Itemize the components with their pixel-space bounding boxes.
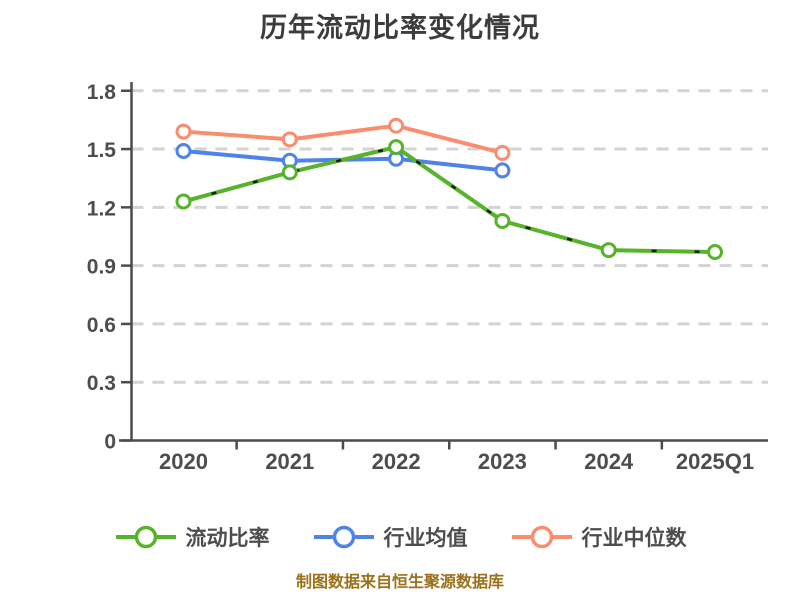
data-point-marker-current-ratio [281,164,298,181]
chart-title: 历年流动比率变化情况 [260,13,540,43]
y-tick-label: 0 [104,431,116,454]
x-tick-label: 2025Q1 [676,449,754,474]
y-tick-label: 0.3 [87,372,116,395]
data-point-marker-current-ratio [600,242,617,259]
legend-marker-icon [511,525,572,549]
data-source-footer: 制图数据来自恒生聚源数据库 [295,574,504,591]
x-tick-label: 2021 [265,449,314,474]
data-point-marker-current-ratio [175,193,192,210]
data-point-marker-industry-mean [175,142,192,159]
legend-marker-icon [313,525,374,549]
plot-area: 0 0.3 0.6 0.9 1.2 1.5 1.8 2020 2021 2022 2023 2024 2… [87,81,768,474]
data-point-marker-current-ratio [388,139,405,156]
y-tick-label: 1.2 [87,197,116,220]
legend-marker-icon [115,525,176,549]
x-tick-label: 2020 [159,449,208,474]
y-tick-label: 0.9 [87,256,116,279]
data-point-marker-industry-median [281,131,298,148]
legend-item-current-ratio[interactable]: 流动比率 [114,522,270,552]
data-point-marker-industry-median [494,144,511,161]
y-tick-label: 1.8 [87,81,117,104]
legend: 流动比率 行业均值 行业中位数 [0,514,800,560]
legend-item-industry-mean[interactable]: 行业均值 [312,522,468,552]
x-tick-label: 2022 [372,449,421,474]
data-point-marker-industry-mean [494,162,511,179]
legend-item-industry-median[interactable]: 行业中位数 [510,522,687,552]
legend-label: 行业均值 [383,527,468,550]
data-point-marker-current-ratio [494,212,511,229]
data-point-marker-industry-median [175,123,192,140]
y-tick-label: 0.6 [87,314,116,337]
y-tick-label: 1.5 [87,139,117,162]
legend-label: 流动比率 [185,527,270,550]
series-line-industry-median [181,123,505,155]
legend-label: 行业中位数 [581,527,687,550]
x-tick-label: 2023 [478,449,527,474]
series-line-current-ratio [181,145,717,255]
data-point-marker-current-ratio [707,244,723,261]
data-point-marker-industry-median [388,117,405,134]
x-tick-label: 2024 [584,449,634,474]
